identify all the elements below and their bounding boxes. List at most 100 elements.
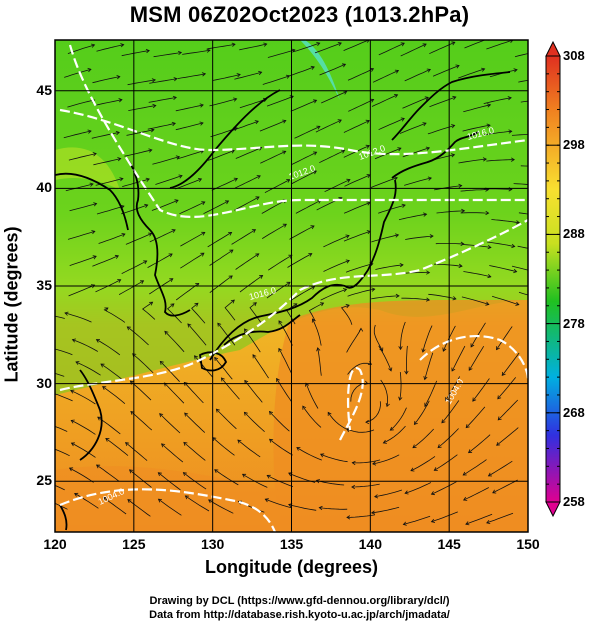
streamline (346, 328, 362, 353)
chart-title: MSM 06Z02Oct2023 (1013.2hPa) (129, 2, 470, 27)
streamline-arrowhead (148, 148, 153, 153)
streamline (130, 411, 153, 431)
streamline-arrowhead (382, 439, 387, 444)
streamline (261, 223, 287, 239)
streamline (289, 225, 315, 240)
streamline-arrowhead (467, 449, 473, 454)
streamline (194, 355, 213, 378)
streamline (486, 159, 515, 162)
streamline-arrowhead (393, 94, 399, 98)
streamline-arrowhead (485, 210, 490, 216)
streamline (483, 130, 512, 136)
streamline-arrowhead (366, 40, 370, 43)
streamline (319, 63, 346, 76)
streamline-arrowhead (157, 498, 162, 503)
streamline (496, 427, 519, 446)
streamline (239, 43, 267, 51)
streamline (461, 296, 489, 305)
streamline-arrowhead (468, 366, 473, 371)
streamline (55, 426, 68, 432)
streamline (161, 443, 184, 463)
streamline (518, 79, 528, 83)
streamline-arrowhead (102, 386, 107, 390)
streamline-arrowhead (365, 144, 370, 149)
streamline (244, 412, 265, 432)
streamline (340, 304, 353, 325)
streamline-arrowhead (542, 298, 545, 302)
streamline (292, 42, 320, 53)
streamline (424, 352, 434, 380)
streamline-arrowhead (400, 117, 405, 122)
streamline-arrowhead (252, 354, 257, 359)
streamline-arrowhead (399, 262, 404, 268)
streamline-arrowhead (465, 521, 470, 526)
streamline (291, 170, 317, 185)
streamline (71, 442, 96, 458)
streamline-arrowhead (455, 64, 460, 69)
streamline-arrowhead (230, 299, 235, 304)
streamline (431, 511, 458, 523)
streamline (100, 363, 124, 382)
streamline (124, 149, 152, 157)
streamline (371, 234, 399, 243)
streamline (344, 174, 371, 187)
streamline-arrowhead (46, 346, 49, 350)
streamline (465, 406, 486, 428)
streamline-arrowhead (159, 413, 164, 418)
streamline-arrowhead (315, 479, 321, 484)
streamline-arrowhead (97, 416, 102, 421)
streamline-arrowhead (452, 296, 457, 301)
y-tick-label: 35 (36, 277, 52, 293)
streamline (518, 212, 528, 215)
streamline (55, 348, 73, 356)
streamline (429, 41, 455, 55)
streamline (287, 66, 315, 77)
streamline (55, 502, 68, 510)
streamline-arrowhead (220, 377, 225, 382)
colorbar-tick-label: 298 (563, 137, 585, 153)
streamline (470, 322, 486, 348)
streamline (314, 42, 342, 54)
streamline-arrowhead (224, 200, 230, 205)
streamline-arrowhead (201, 72, 207, 77)
streamline-arrowhead (486, 519, 491, 524)
streamline-arrowhead (441, 419, 446, 424)
streamline-arrowhead (259, 275, 264, 279)
streamline-arrowhead (425, 297, 431, 302)
streamline (404, 177, 432, 186)
streamline-arrowhead (90, 43, 96, 48)
colorbar-bottom-arrow (545, 501, 561, 518)
streamline-arrowhead (206, 48, 211, 53)
streamline-arrowhead (398, 346, 403, 351)
streamline (74, 493, 99, 509)
streamline-arrowhead (351, 484, 356, 490)
streamline (370, 177, 398, 188)
streamline-arrowhead (462, 496, 468, 501)
streamline (70, 390, 96, 405)
streamline-arrowhead (472, 397, 477, 402)
streamline-arrowhead (404, 370, 409, 375)
streamline-arrowhead (318, 505, 323, 511)
streamline (351, 483, 380, 488)
streamline (180, 232, 205, 247)
streamline (267, 254, 293, 271)
streamline-arrowhead (183, 381, 188, 386)
streamline-arrowhead (193, 355, 198, 360)
streamline-arrowhead (251, 229, 257, 233)
streamline-arrowhead (365, 419, 370, 425)
streamline-arrowhead (87, 67, 92, 73)
streamline-arrowhead (515, 301, 520, 306)
streamline (63, 130, 92, 139)
streamline-arrowhead (236, 73, 241, 78)
streamline-arrowhead (410, 467, 415, 472)
streamline (91, 132, 120, 139)
streamline-arrowhead (228, 232, 233, 236)
streamline (460, 189, 489, 192)
wind-streamlines (46, 40, 545, 526)
streamline (121, 50, 150, 57)
streamline-arrowhead (124, 442, 130, 447)
streamline-arrowhead (243, 411, 248, 416)
streamline (343, 230, 371, 242)
streamline (451, 345, 466, 372)
streamline (486, 512, 514, 524)
